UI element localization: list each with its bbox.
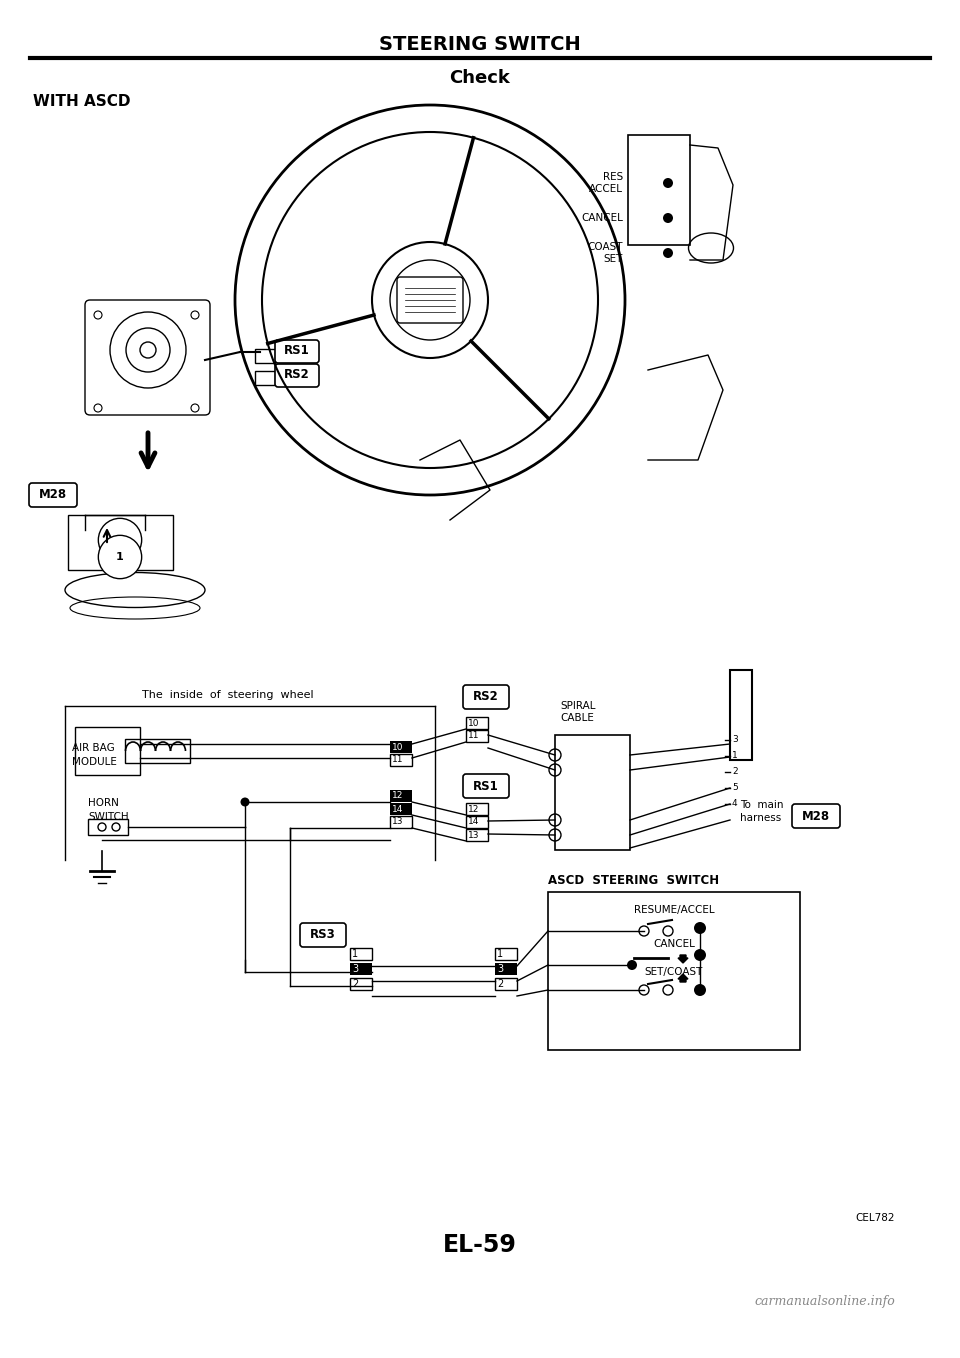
Text: 3: 3 xyxy=(732,736,737,744)
Circle shape xyxy=(627,960,637,970)
Bar xyxy=(350,948,372,960)
Text: Check: Check xyxy=(449,69,511,87)
Bar xyxy=(730,669,752,760)
Circle shape xyxy=(663,178,673,187)
FancyBboxPatch shape xyxy=(463,684,509,709)
Text: 1: 1 xyxy=(497,949,503,959)
Bar xyxy=(125,739,190,763)
FancyBboxPatch shape xyxy=(275,364,319,387)
Bar xyxy=(466,717,488,729)
Bar xyxy=(390,754,412,766)
Bar xyxy=(466,731,488,741)
Bar xyxy=(350,978,372,990)
Text: 2: 2 xyxy=(352,979,358,989)
Circle shape xyxy=(694,949,706,961)
Text: M28: M28 xyxy=(39,489,67,501)
Text: RS1: RS1 xyxy=(473,779,499,793)
Text: 14: 14 xyxy=(392,804,403,813)
Bar xyxy=(555,735,630,850)
Text: EL-59: EL-59 xyxy=(444,1233,516,1258)
Text: STEERING SWITCH: STEERING SWITCH xyxy=(379,35,581,54)
FancyArrow shape xyxy=(678,974,688,982)
Text: M28: M28 xyxy=(802,809,830,823)
Text: 10: 10 xyxy=(392,743,403,751)
Text: CABLE: CABLE xyxy=(560,713,594,722)
Text: 12: 12 xyxy=(468,804,479,813)
Text: 3: 3 xyxy=(497,964,503,974)
Text: 11: 11 xyxy=(392,755,403,765)
Text: 10: 10 xyxy=(468,718,479,728)
Bar xyxy=(495,978,517,990)
Bar xyxy=(390,816,412,828)
Bar xyxy=(466,803,488,815)
FancyArrow shape xyxy=(678,955,688,963)
Text: COAST
SET: COAST SET xyxy=(588,242,623,263)
Bar xyxy=(390,741,412,752)
FancyBboxPatch shape xyxy=(300,923,346,947)
Bar xyxy=(466,816,488,828)
Text: CANCEL: CANCEL xyxy=(653,938,695,949)
Text: 1: 1 xyxy=(352,949,358,959)
Text: HORN: HORN xyxy=(88,799,119,808)
Text: MODULE: MODULE xyxy=(72,756,117,767)
Text: RES
ACCEL: RES ACCEL xyxy=(589,172,623,194)
Text: CANCEL: CANCEL xyxy=(581,213,623,223)
Text: The  inside  of  steering  wheel: The inside of steering wheel xyxy=(142,690,314,699)
Text: CEL782: CEL782 xyxy=(855,1213,895,1224)
Circle shape xyxy=(241,797,250,807)
Text: 5: 5 xyxy=(732,784,737,793)
Text: SWITCH: SWITCH xyxy=(88,812,129,822)
Text: 1: 1 xyxy=(732,751,737,760)
Bar xyxy=(548,892,800,1050)
Text: To  main: To main xyxy=(740,800,783,809)
Bar xyxy=(75,727,140,775)
Text: SET/COAST: SET/COAST xyxy=(645,967,703,976)
Text: 13: 13 xyxy=(468,831,479,839)
Text: RS3: RS3 xyxy=(310,929,336,941)
Bar xyxy=(390,790,412,803)
Circle shape xyxy=(694,985,706,995)
Text: 3: 3 xyxy=(352,964,358,974)
FancyBboxPatch shape xyxy=(463,774,509,799)
FancyBboxPatch shape xyxy=(792,804,840,828)
Circle shape xyxy=(694,922,706,934)
Bar xyxy=(495,963,517,975)
Text: 11: 11 xyxy=(468,732,479,740)
Bar xyxy=(350,963,372,975)
Text: 2: 2 xyxy=(116,535,124,545)
Text: 1: 1 xyxy=(116,551,124,562)
Text: ASCD  STEERING  SWITCH: ASCD STEERING SWITCH xyxy=(548,873,719,887)
Bar xyxy=(495,948,517,960)
Text: RS1: RS1 xyxy=(284,345,310,357)
Text: RS2: RS2 xyxy=(473,690,499,703)
Bar xyxy=(466,828,488,841)
Text: harness: harness xyxy=(740,813,781,823)
Text: WITH ASCD: WITH ASCD xyxy=(33,95,131,110)
Text: carmanualsonline.info: carmanualsonline.info xyxy=(755,1296,895,1309)
Circle shape xyxy=(663,249,673,258)
Text: 2: 2 xyxy=(732,767,737,777)
Circle shape xyxy=(663,213,673,223)
Text: 2: 2 xyxy=(497,979,503,989)
Text: RESUME/ACCEL: RESUME/ACCEL xyxy=(634,904,714,915)
FancyBboxPatch shape xyxy=(29,483,77,507)
Text: SPIRAL: SPIRAL xyxy=(560,701,595,712)
Text: 4: 4 xyxy=(732,800,737,808)
Text: 14: 14 xyxy=(468,818,479,827)
Bar xyxy=(88,819,128,835)
Text: 12: 12 xyxy=(392,792,403,800)
Text: RS2: RS2 xyxy=(284,368,310,382)
Text: AIR BAG: AIR BAG xyxy=(72,743,115,752)
Text: 13: 13 xyxy=(392,818,403,827)
Bar xyxy=(390,803,412,815)
FancyBboxPatch shape xyxy=(275,340,319,363)
